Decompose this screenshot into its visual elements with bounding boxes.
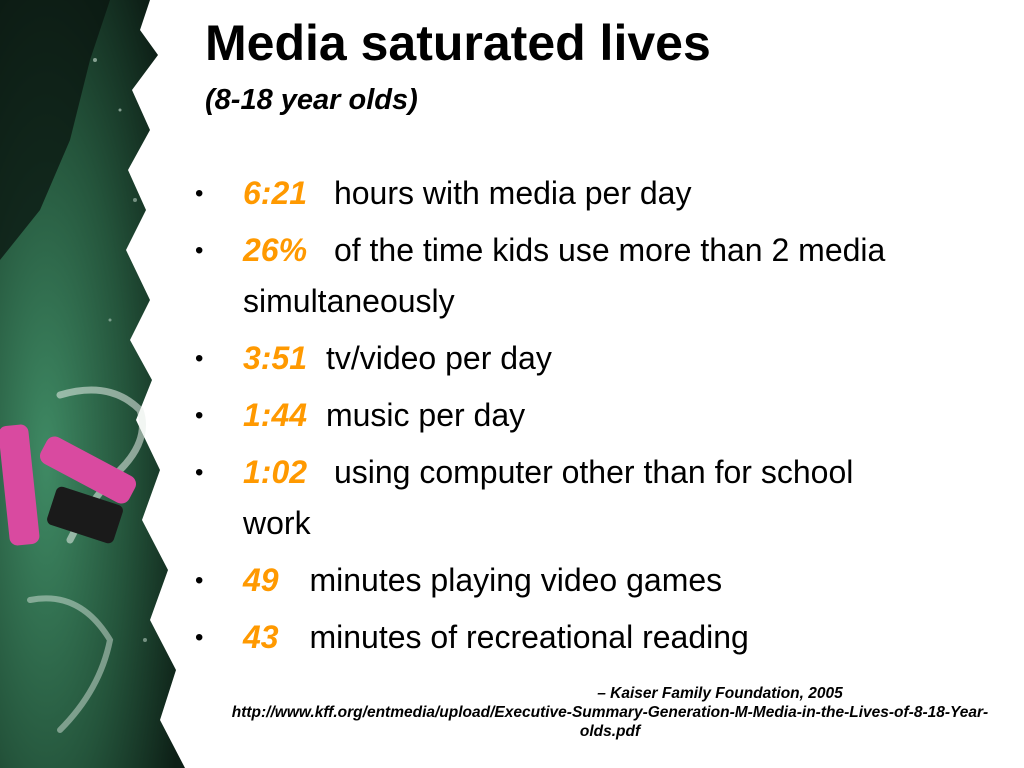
- stat-value: 26%: [243, 232, 308, 268]
- bullet-marker: •: [195, 624, 204, 651]
- chalkboard-image: [0, 0, 185, 768]
- stat-description: music per day: [325, 397, 526, 433]
- bullet-marker: •: [195, 237, 204, 264]
- stat-description: of the time kids use more than 2 media s…: [243, 232, 886, 319]
- pink-chalk: [0, 424, 137, 546]
- bullet-marker: •: [195, 345, 204, 372]
- bullet-list: • 6:21 hours with media per day • 26% of…: [195, 168, 915, 669]
- stat-description: minutes playing video games: [309, 562, 723, 598]
- citation-url: http://www.kff.org/entmedia/upload/Execu…: [231, 704, 989, 740]
- citation-source: – Kaiser Family Foundation, 2005: [597, 685, 843, 702]
- stat-value: 1:02: [243, 454, 308, 490]
- stat-value: 43: [243, 619, 279, 655]
- stat-description: using computer other than for school wor…: [243, 454, 854, 541]
- list-item: • 1:44 music per day: [195, 390, 915, 441]
- list-item: • 26% of the time kids use more than 2 m…: [195, 225, 915, 327]
- list-item: • 3:51 tv/video per day: [195, 333, 915, 384]
- page-title: Media saturated lives: [205, 15, 711, 71]
- bullet-marker: •: [195, 459, 204, 486]
- bullet-marker: •: [195, 567, 204, 594]
- list-item: • 43 minutes of recreational reading: [195, 612, 915, 663]
- bullet-marker: •: [195, 402, 204, 429]
- bullet-marker: •: [195, 180, 204, 207]
- stat-value: 49: [243, 562, 279, 598]
- stat-description: tv/video per day: [325, 340, 552, 376]
- list-item: • 6:21 hours with media per day: [195, 168, 915, 219]
- stat-value: 3:51: [243, 340, 308, 376]
- stat-description: minutes of recreational reading: [309, 619, 749, 655]
- page-subtitle: (8-18 year olds): [205, 84, 418, 116]
- list-item: • 49 minutes playing video games: [195, 555, 915, 606]
- stat-description: hours with media per day: [333, 175, 692, 211]
- stat-value: 6:21: [243, 175, 308, 211]
- citation: – Kaiser Family Foundation, 2005 http://…: [205, 684, 1015, 741]
- stat-value: 1:44: [243, 397, 308, 433]
- list-item: • 1:02 using computer other than for sch…: [195, 447, 915, 549]
